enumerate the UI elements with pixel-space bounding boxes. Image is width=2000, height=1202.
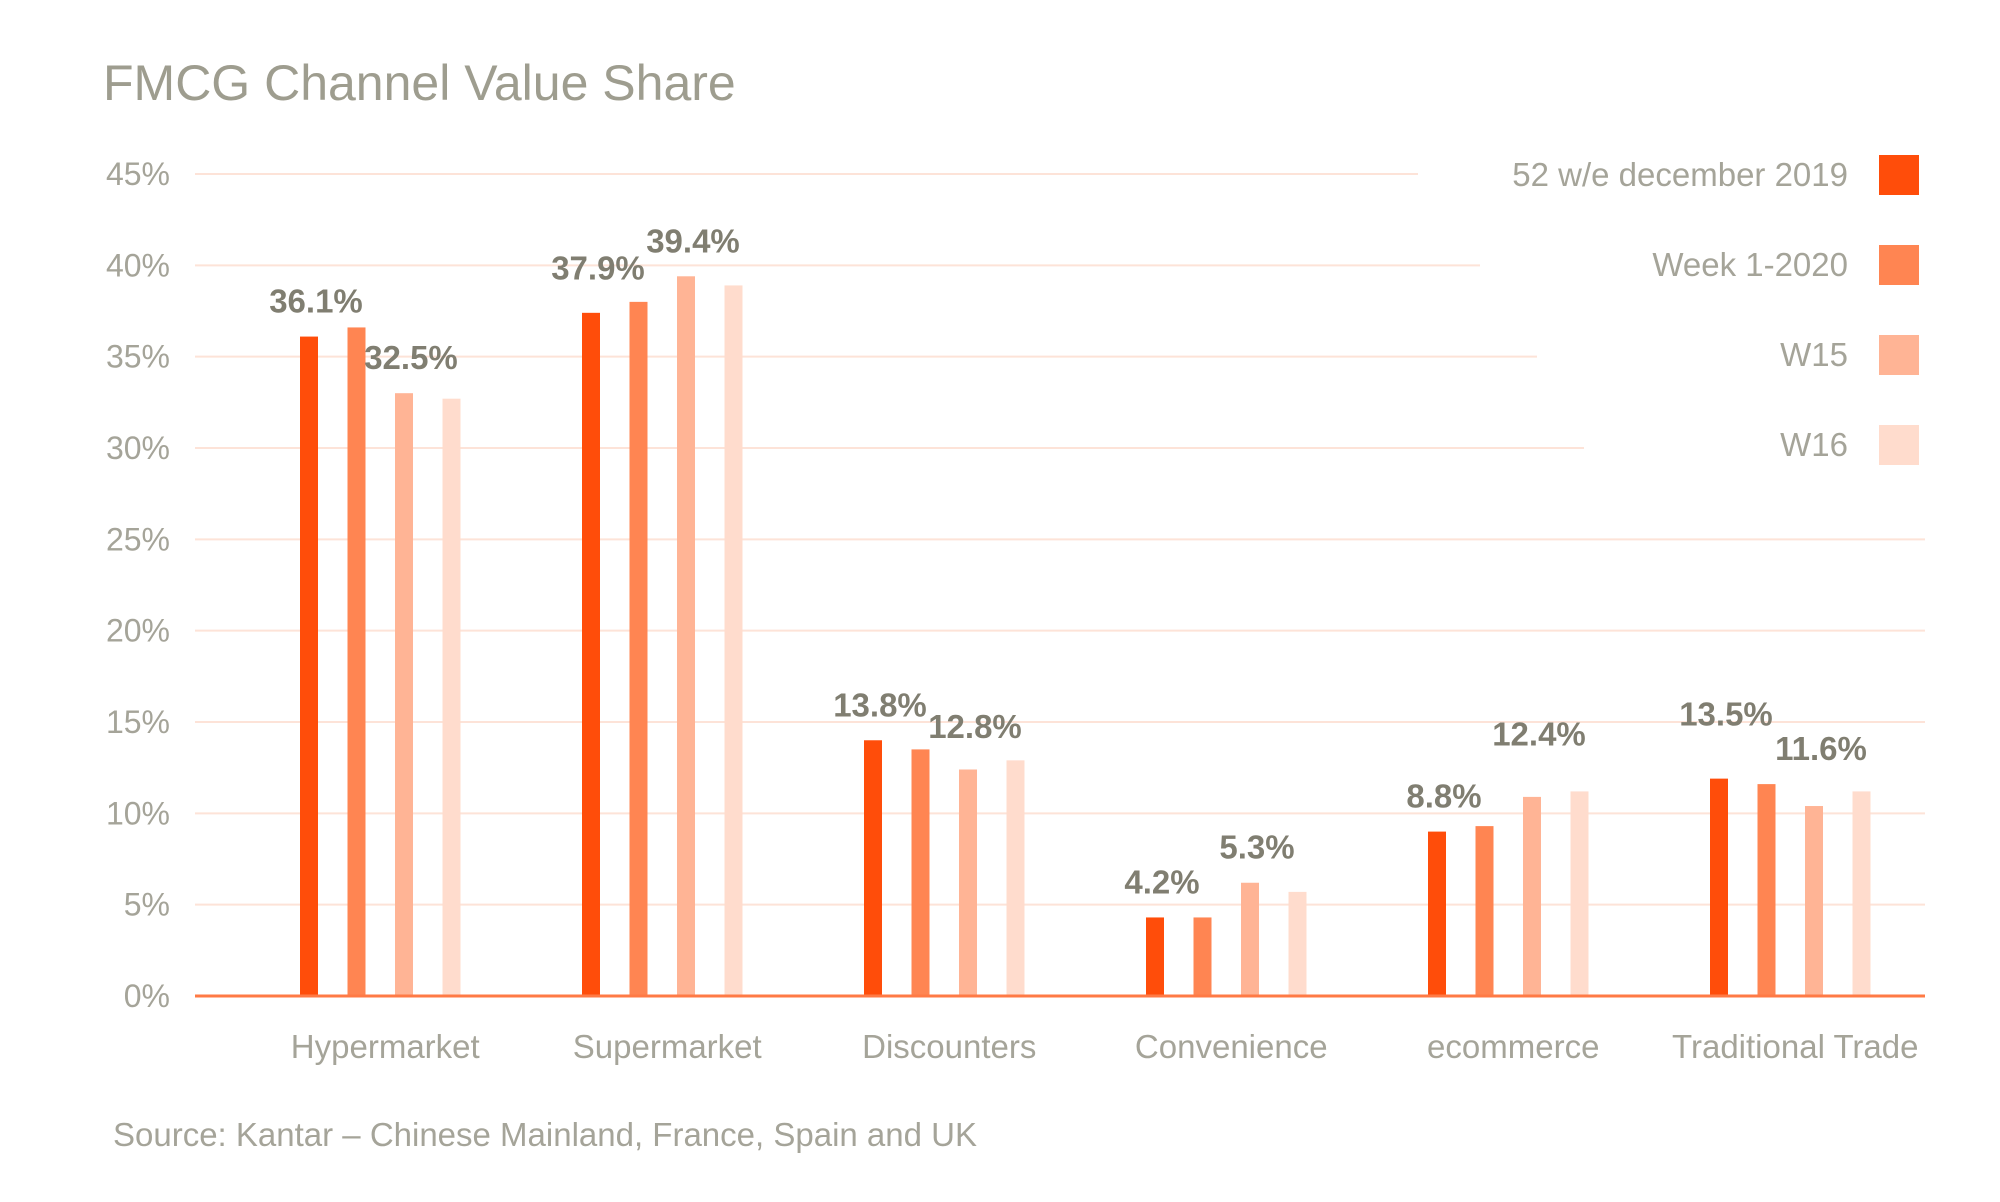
category-label: Convenience <box>1135 1028 1328 1065</box>
y-tick-label: 40% <box>106 247 170 283</box>
legend-item: Week 1-2020 <box>1652 245 1919 285</box>
data-label: 12.8% <box>928 708 1022 745</box>
legend-swatch <box>1879 245 1919 285</box>
legend-swatch <box>1879 335 1919 375</box>
bar <box>300 336 318 996</box>
chart-title: FMCG Channel Value Share <box>103 55 736 111</box>
data-label: 5.3% <box>1219 829 1294 866</box>
y-tick-label: 30% <box>106 430 170 466</box>
bar <box>442 398 461 996</box>
bar <box>677 276 695 996</box>
legend-item: W16 <box>1780 425 1919 465</box>
bar <box>959 769 977 996</box>
y-tick-label: 20% <box>106 613 170 649</box>
bar <box>1428 831 1446 996</box>
y-tick-label: 10% <box>106 795 170 831</box>
data-label: 11.6% <box>1775 730 1867 767</box>
legend-label: W16 <box>1780 426 1848 463</box>
bar <box>724 285 743 997</box>
data-label: 37.9% <box>551 250 645 287</box>
y-tick-label: 0% <box>124 978 170 1014</box>
legend-label: W15 <box>1780 336 1848 373</box>
data-label: 32.5% <box>364 339 458 376</box>
bar <box>911 749 930 996</box>
x-axis: Hypermarket Supermarket Discounters Conveni… <box>291 1028 1919 1065</box>
bar <box>1241 882 1259 996</box>
legend-swatch <box>1879 425 1919 465</box>
y-axis: 0% 5% 10% 15% 20% 25% 30% 35% 40% 45% <box>106 156 170 1014</box>
legend-item: 52 w/e december 2019 <box>1512 155 1919 195</box>
bar <box>1570 791 1589 996</box>
data-labels: 36.1%32.5% 37.9%39.4% 13.8%12.8% 4.2% 5.3% 8.… <box>269 222 1867 900</box>
bar <box>629 301 648 996</box>
y-tick-label: 25% <box>106 521 170 557</box>
bar <box>1710 778 1728 996</box>
bar <box>1805 806 1823 996</box>
bar <box>1852 791 1871 996</box>
data-label: 36.1% <box>269 283 363 320</box>
bar <box>1146 917 1164 996</box>
bar <box>1475 826 1494 996</box>
bar <box>395 393 413 996</box>
category-label: Supermarket <box>573 1028 762 1065</box>
legend-item: W15 <box>1780 335 1919 375</box>
y-tick-label: 15% <box>106 704 170 740</box>
legend: 52 w/e december 2019 Week 1-2020 W15 W16 <box>1512 155 1919 465</box>
data-label: 8.8% <box>1406 778 1481 815</box>
bar <box>1288 891 1307 996</box>
data-label: 13.8% <box>833 686 927 723</box>
bar <box>1006 760 1025 996</box>
y-tick-label: 35% <box>106 339 170 375</box>
bar <box>347 327 366 996</box>
legend-swatch <box>1879 155 1919 195</box>
category-label: Traditional Trade <box>1672 1028 1918 1065</box>
data-label: 4.2% <box>1124 863 1199 900</box>
category-label: Discounters <box>862 1028 1036 1065</box>
legend-label: 52 w/e december 2019 <box>1512 156 1848 193</box>
bar <box>1193 917 1212 996</box>
bars <box>300 276 1871 997</box>
bar <box>864 740 882 996</box>
category-label: Hypermarket <box>291 1028 480 1065</box>
legend-label: Week 1-2020 <box>1652 246 1848 283</box>
data-label: 39.4% <box>646 222 740 259</box>
y-tick-label: 45% <box>106 156 170 192</box>
data-label: 12.4% <box>1492 715 1586 752</box>
bar <box>582 312 600 996</box>
data-label: 13.5% <box>1679 695 1773 732</box>
bar <box>1523 796 1541 996</box>
category-label: ecommerce <box>1427 1028 1599 1065</box>
source-note: Source: Kantar – Chinese Mainland, Franc… <box>113 1116 977 1153</box>
y-tick-label: 5% <box>124 887 170 923</box>
bar <box>1757 784 1776 996</box>
grid-lines <box>195 173 1925 906</box>
